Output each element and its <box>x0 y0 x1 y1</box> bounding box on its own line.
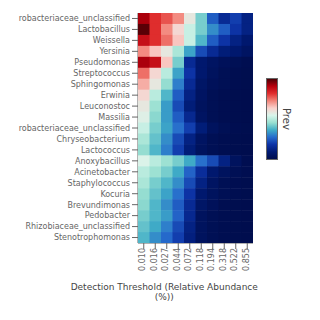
svg-text:0.016: 0.016 <box>150 248 159 271</box>
svg-text:Staphylococcus: Staphylococcus <box>68 179 130 188</box>
svg-text:Weissella: Weissella <box>93 36 130 45</box>
svg-text:Erwinia: Erwinia <box>101 91 130 100</box>
svg-text:Streptococcus: Streptococcus <box>73 69 130 78</box>
svg-text:Rhizobiaceae_unclassified: Rhizobiaceae_unclassified <box>25 222 130 231</box>
svg-text:Acinetobacter: Acinetobacter <box>74 168 130 177</box>
svg-text:Stenotrophomonas: Stenotrophomonas <box>54 233 130 242</box>
svg-text:0.855: 0.855 <box>242 248 251 271</box>
svg-text:Yersinia: Yersinia <box>98 47 130 56</box>
svg-text:Lactococcus: Lactococcus <box>81 146 130 155</box>
html-text:Detection Threshold (Relative: Detection Threshold (Relative Abundance … <box>70 282 258 302</box>
svg-text:Pseudomonas: Pseudomonas <box>74 58 130 67</box>
svg-text:Lactobacillus: Lactobacillus <box>78 25 130 34</box>
svg-text:Massilia: Massilia <box>98 113 130 122</box>
svg-text:0.044: 0.044 <box>173 248 182 271</box>
svg-text:0.118: 0.118 <box>196 248 205 271</box>
svg-text:Chryseobacterium: Chryseobacterium <box>57 135 131 144</box>
svg-text:Sphingomonas: Sphingomonas <box>71 80 130 89</box>
html-text:Prev: Prev <box>281 108 292 130</box>
svg-text:0.318: 0.318 <box>219 248 228 271</box>
svg-text:robacteriaceae_unclassified: robacteriaceae_unclassified <box>19 14 130 23</box>
svg-text:0.194: 0.194 <box>207 248 216 271</box>
svg-text:0.522: 0.522 <box>230 248 239 271</box>
svg-text:Leuconostoc: Leuconostoc <box>80 102 130 111</box>
svg-text:0.010: 0.010 <box>138 248 147 271</box>
svg-text:Kocuria: Kocuria <box>100 190 130 199</box>
svg-text:0.072: 0.072 <box>184 248 193 271</box>
svg-text:Brevundimonas: Brevundimonas <box>67 201 130 210</box>
svg-text:robacteriaceae_unclassified: robacteriaceae_unclassified <box>19 124 130 133</box>
svg-text:Anoxybacillus: Anoxybacillus <box>75 157 130 166</box>
svg-text:0.027: 0.027 <box>161 248 170 271</box>
svg-text:Pedobacter: Pedobacter <box>85 211 131 220</box>
